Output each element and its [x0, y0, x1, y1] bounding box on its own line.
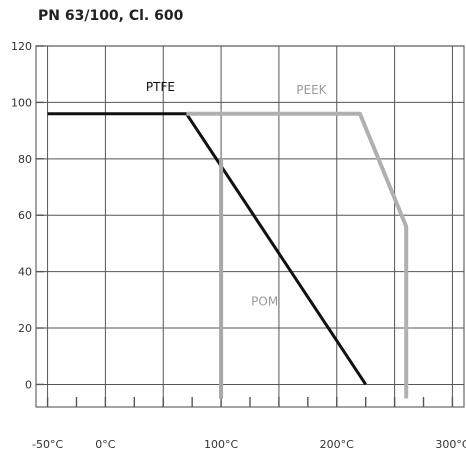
- series-label-pom: POM: [251, 294, 278, 308]
- x-tick-label: 100°C: [204, 438, 238, 451]
- plot-area: [35, 45, 465, 408]
- series-label-peek: PEEK: [296, 83, 327, 97]
- x-tick-label: 200°C: [320, 438, 354, 451]
- x-tick-label: 0°C: [95, 438, 115, 451]
- series-line-peek: [186, 111, 409, 399]
- x-tick-label: 300°C: [435, 438, 466, 451]
- y-tick-label: 80: [18, 153, 32, 166]
- chart-title: PN 63/100, Cl. 600: [38, 8, 184, 24]
- series-label-ptfe: PTFE: [146, 80, 175, 94]
- y-tick-label: 40: [18, 266, 32, 279]
- y-tick-label: 120: [11, 40, 32, 53]
- y-tick-label: 20: [18, 322, 32, 335]
- x-tick-label: -50°C: [32, 438, 63, 451]
- y-tick-label: 60: [18, 209, 32, 222]
- y-tick-label: 0: [25, 378, 32, 391]
- y-tick-label: 100: [11, 96, 32, 109]
